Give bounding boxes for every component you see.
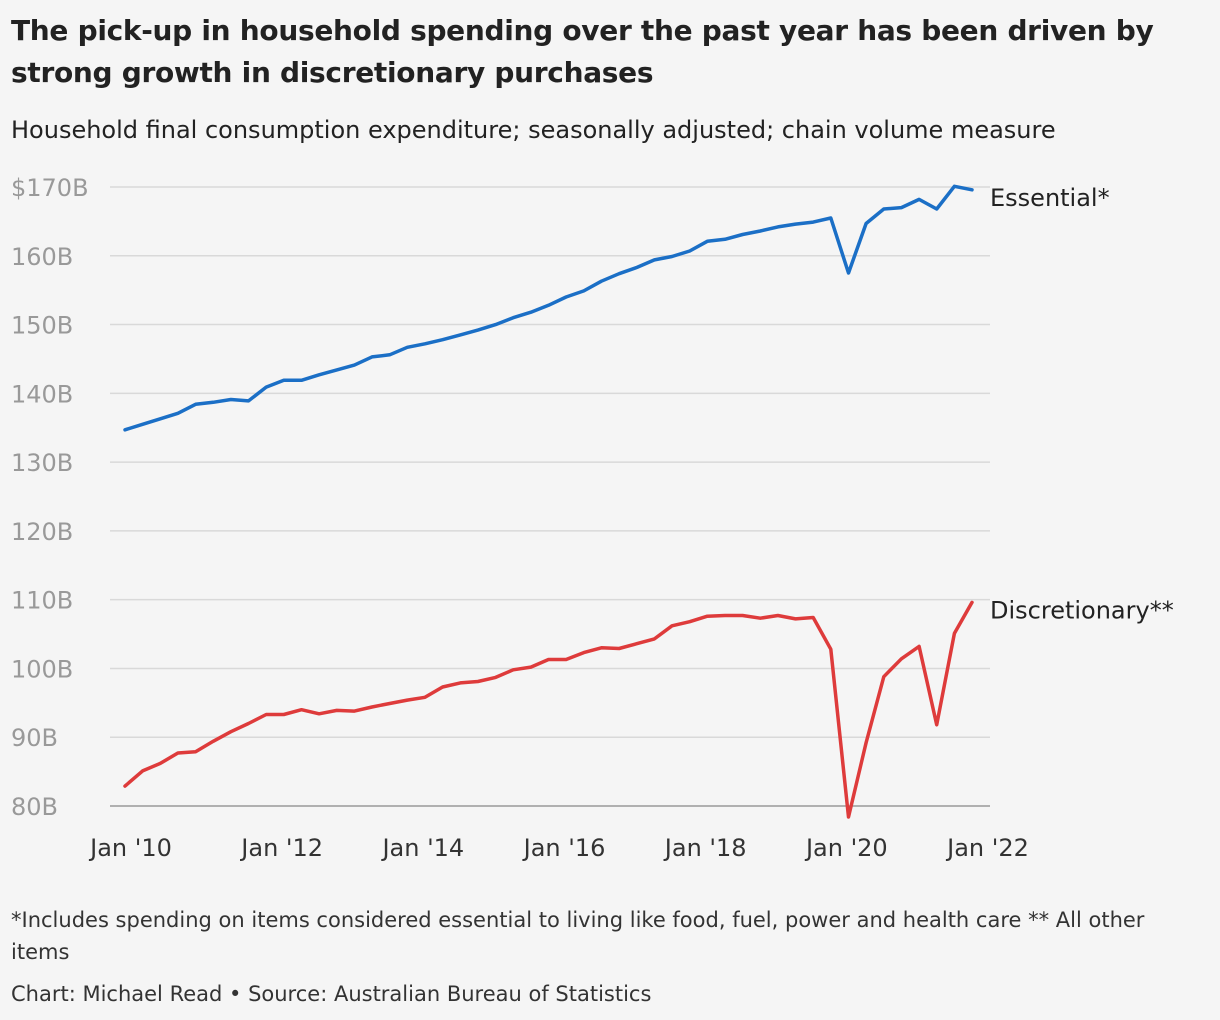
series-line-essential [123, 184, 974, 432]
chart-title: The pick-up in household spending over t… [11, 14, 1154, 89]
x-tick-label: Jan '18 [663, 834, 747, 862]
x-tick-label: Jan '12 [239, 834, 323, 862]
x-tick-label: Jan '16 [522, 834, 606, 862]
y-axis-ticks: 80B 90B 100B 110B 120B 130B 140B 150B 160B $170B [11, 174, 89, 821]
y-tick-label: 150B [11, 312, 73, 340]
chart-subtitle: Household final consumption expenditure;… [11, 116, 1056, 144]
x-tick-label: Jan '20 [804, 834, 888, 862]
y-tick-label: $170B [11, 174, 89, 202]
source-credit: Chart: Michael Read • Source: Australian… [11, 982, 652, 1006]
series-lines [123, 184, 974, 819]
x-tick-label: Jan '10 [88, 834, 172, 862]
y-tick-label: 120B [11, 518, 73, 546]
y-tick-label: 80B [11, 793, 58, 821]
x-tick-label: Jan '14 [380, 834, 464, 862]
gridlines [110, 186, 990, 807]
y-tick-label: 90B [11, 724, 58, 752]
y-tick-label: 130B [11, 449, 73, 477]
series-label-essential: Essential* [990, 184, 1110, 212]
line-chart: 80B90B100B110B120B130B140B150B160B$170B … [11, 174, 1174, 862]
x-axis-ticks: Jan '10 Jan '12 Jan '14 Jan '16 Jan '18 Jan '… [88, 834, 1029, 862]
series-labels: Essential* Discretionary** [990, 184, 1174, 625]
series-line-discretionary [123, 600, 974, 819]
y-tick-label: 160B [11, 243, 73, 271]
series-label-discretionary: Discretionary** [990, 596, 1174, 624]
y-tick-label: 110B [11, 587, 73, 615]
y-tick-label: 140B [11, 380, 73, 408]
y-tick-label: 100B [11, 655, 73, 683]
x-tick-label: Jan '22 [945, 834, 1029, 862]
footnote: *Includes spending on items considered e… [11, 908, 1145, 964]
